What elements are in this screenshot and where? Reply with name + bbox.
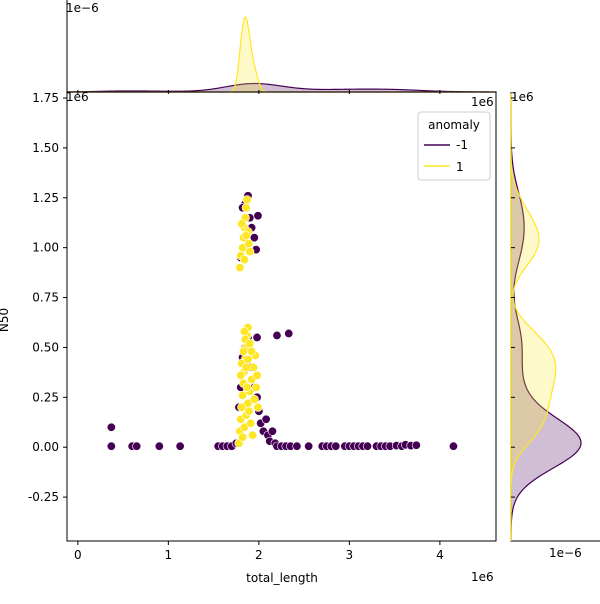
- legend-label-1: 1: [456, 160, 464, 174]
- scatter-point-anomaly-neg1: [331, 441, 341, 451]
- y-tick-label: 0.25: [32, 390, 59, 404]
- x-tick-label: 4: [436, 548, 444, 562]
- right-density-anomaly-1: [510, 93, 557, 541]
- scatter-point-anomaly-1: [237, 219, 247, 229]
- scatter-point-anomaly-neg1: [448, 441, 458, 451]
- y-tick-label: 0.00: [32, 440, 59, 454]
- x-tick-label: 2: [255, 548, 263, 562]
- y-offset-text: 1e6: [66, 90, 89, 104]
- y-tick-label: 0.75: [32, 291, 59, 305]
- y-tick-label: 1.75: [32, 91, 59, 105]
- right-marginal-offset-text: 1e−6: [549, 546, 582, 560]
- right-marginal-density: [510, 92, 600, 542]
- scatter-point-anomaly-neg1: [267, 426, 277, 436]
- x-offset-text: 1e6: [471, 570, 494, 584]
- scatter-point-anomaly-neg1: [304, 441, 314, 451]
- scatter-point-anomaly-1: [247, 346, 257, 356]
- scatter-point-anomaly-neg1: [253, 211, 263, 221]
- scatter-point-anomaly-neg1: [106, 441, 116, 451]
- scatter-point-anomaly-1: [252, 370, 262, 380]
- scatter-point-anomaly-1: [245, 338, 255, 348]
- scatter-point-anomaly-1: [244, 239, 254, 249]
- legend: anomaly -1 1: [417, 111, 491, 181]
- scatter-point-anomaly-1: [242, 195, 252, 205]
- scatter-point-anomaly-1: [248, 430, 258, 440]
- x-axis-label: total_length: [246, 571, 318, 585]
- scatter-point-anomaly-1: [241, 203, 251, 213]
- scatter-point-anomaly-neg1: [252, 332, 262, 342]
- scatter-point-anomaly-neg1: [362, 441, 372, 451]
- y-axis-label: N50: [0, 308, 11, 332]
- scatter-point-anomaly-neg1: [106, 422, 116, 432]
- scatter-point-anomaly-1: [236, 370, 246, 380]
- top-density-anomaly-neg1: [66, 82, 497, 93]
- scatter-point-anomaly-1: [239, 422, 249, 432]
- scatter-point-anomaly-neg1: [261, 414, 271, 424]
- scatter-point-anomaly-1: [245, 247, 255, 257]
- y-tick-label: -0.25: [28, 490, 59, 504]
- scatter-point-anomaly-1: [243, 354, 253, 364]
- scatter-point-anomaly-1: [251, 382, 261, 392]
- axis-ticks: 0 1 2 3 4 -0.25 0.00 0.25 0.50 0.75 1.00 1.25 1.50 1.…: [28, 90, 515, 562]
- top-marginal-offset-text: 1e−6: [66, 1, 99, 15]
- y-tick-label: 1.50: [32, 141, 59, 155]
- scatter-point-anomaly-1: [241, 231, 251, 241]
- scatter-point-anomaly-neg1: [272, 330, 282, 340]
- scatter-point-anomaly-1: [235, 263, 245, 273]
- scatter-point-anomaly-neg1: [175, 441, 185, 451]
- right-density-anomaly-neg1: [510, 93, 582, 542]
- scatter-point-anomaly-neg1: [284, 328, 294, 338]
- scatter-point-anomaly-1: [238, 390, 248, 400]
- scatter-point-anomaly-1: [238, 432, 248, 442]
- y-tick-label: 0.50: [32, 340, 59, 354]
- y-tick-label: 1.25: [32, 191, 59, 205]
- x-tick-label: 3: [346, 548, 354, 562]
- scatter-point-anomaly-1: [249, 394, 259, 404]
- scatter-point-anomaly-neg1: [292, 441, 302, 451]
- legend-label-neg1: -1: [456, 138, 468, 152]
- legend-title: anomaly: [428, 118, 480, 132]
- main-axes-frame: [66, 91, 497, 542]
- x-tick-label: 0: [74, 548, 82, 562]
- scatter-point-anomaly-neg1: [154, 441, 164, 451]
- scatter-point-anomaly-1: [246, 418, 256, 428]
- scatter-point-anomaly-1: [238, 243, 248, 253]
- right-marginal-y-offset-text: 1e6: [511, 90, 534, 104]
- scatter-point-anomaly-1: [253, 402, 263, 412]
- scatter-point-anomaly-1: [242, 382, 252, 392]
- top-marginal-x-offset-text: 1e6: [471, 95, 494, 109]
- scatter-point-anomaly-1: [239, 326, 249, 336]
- scatter-point-anomaly-1: [241, 362, 251, 372]
- scatter-point-anomaly-1: [239, 255, 249, 265]
- x-tick-label: 1: [165, 548, 173, 562]
- scatter-point-anomaly-1: [244, 406, 254, 416]
- scatter-points: [106, 191, 458, 451]
- legend-box: [417, 111, 491, 181]
- main-axes: [66, 91, 497, 542]
- top-marginal-density: [66, 0, 497, 93]
- top-density-anomaly-1: [67, 15, 496, 93]
- scatter-point-anomaly-1: [237, 402, 247, 412]
- scatter-point-anomaly-1: [238, 346, 248, 356]
- scatter-point-anomaly-neg1: [411, 440, 421, 450]
- scatter-point-anomaly-neg1: [132, 441, 142, 451]
- y-tick-label: 1.00: [32, 241, 59, 255]
